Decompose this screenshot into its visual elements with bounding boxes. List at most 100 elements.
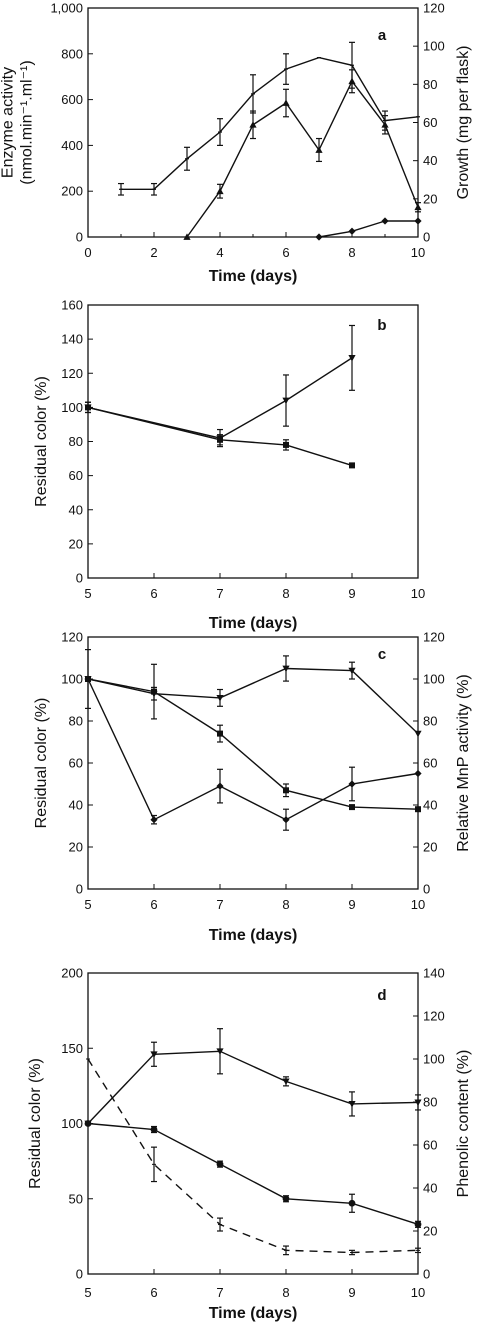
series-line bbox=[87, 1050, 419, 1124]
y2-tick-label: 100 bbox=[423, 1052, 445, 1067]
data-point bbox=[283, 787, 289, 794]
x-tick-label: 6 bbox=[150, 1285, 157, 1300]
y2-tick-label: 40 bbox=[423, 1181, 437, 1196]
y-axis-label: Residual color (%) bbox=[27, 1058, 44, 1189]
y2-tick-label: 0 bbox=[423, 882, 430, 897]
data-point bbox=[282, 816, 290, 824]
x-axis-label: Time (days) bbox=[209, 268, 298, 285]
y-tick-label: 60 bbox=[69, 756, 83, 771]
y2-tick-label: 120 bbox=[423, 1, 445, 16]
y2-axis-label: Relative MnP activity (%) bbox=[455, 674, 472, 852]
series-line bbox=[87, 678, 419, 821]
data-point bbox=[348, 77, 356, 85]
data-point bbox=[414, 203, 422, 211]
series-diamond bbox=[84, 675, 422, 831]
data-point bbox=[216, 187, 224, 195]
series-diamond bbox=[315, 217, 422, 241]
y2-tick-label: 100 bbox=[423, 672, 445, 687]
data-point bbox=[282, 665, 290, 673]
y2-tick-label: 0 bbox=[423, 1267, 430, 1282]
data-point bbox=[283, 441, 289, 448]
y2-tick-label: 20 bbox=[423, 840, 437, 855]
data-point bbox=[414, 730, 422, 738]
y-tick-label: 0 bbox=[76, 882, 83, 897]
series-circle bbox=[84, 1120, 422, 1228]
y2-tick-label: 60 bbox=[423, 1138, 437, 1153]
data-point bbox=[414, 217, 422, 225]
data-point bbox=[381, 217, 389, 225]
y2-tick-label: 20 bbox=[423, 191, 437, 206]
y-tick-label: 120 bbox=[61, 630, 83, 645]
panel-letter: d bbox=[377, 987, 386, 1004]
series-line bbox=[318, 220, 418, 238]
chart-panel-d: 5 6 7 8 9 10050100150200020406080100120140Tim… bbox=[27, 966, 472, 1323]
data-point bbox=[381, 121, 389, 128]
x-axis-label: Time (days) bbox=[209, 927, 298, 944]
data-point bbox=[183, 233, 191, 240]
x-tick-label: 2 bbox=[150, 245, 157, 260]
plot-frame bbox=[87, 636, 419, 890]
chart-panel-c: 5 6 7 8 9 10020406080100120020406080100120Tim… bbox=[33, 630, 472, 945]
y2-tick-label: 20 bbox=[423, 1224, 437, 1239]
series-triangle-down bbox=[84, 1028, 422, 1128]
x-tick-label: 5 bbox=[84, 586, 91, 601]
data-point bbox=[216, 782, 224, 790]
y-tick-label: 100 bbox=[61, 672, 83, 687]
data-point bbox=[282, 99, 290, 106]
series-line bbox=[87, 406, 353, 467]
x-tick-label: 9 bbox=[348, 897, 355, 912]
x-tick-label: 9 bbox=[348, 586, 355, 601]
y2-tick-label: 40 bbox=[423, 153, 437, 168]
data-point bbox=[348, 780, 356, 788]
data-point bbox=[348, 1199, 356, 1207]
y-tick-label: 200 bbox=[61, 184, 83, 199]
chart-panel-a: 0 2 4 6 8 1002004006008001,000020406080100120… bbox=[0, 1, 472, 286]
x-tick-label: 8 bbox=[282, 586, 289, 601]
data-point bbox=[348, 667, 356, 675]
x-axis-label: Time (days) bbox=[209, 615, 298, 632]
series-none bbox=[86, 1058, 421, 1256]
y-tick-label: 20 bbox=[69, 536, 83, 551]
y-axis-label: (nmol.min⁻¹.ml⁻¹) bbox=[19, 60, 36, 184]
data-point bbox=[84, 1120, 92, 1127]
y-tick-label: 150 bbox=[61, 1041, 83, 1056]
x-axis-label: Time (days) bbox=[209, 1305, 298, 1322]
y2-tick-label: 120 bbox=[423, 1009, 445, 1024]
y-axis-label: Enzyme activity bbox=[0, 67, 17, 178]
x-tick-label: 9 bbox=[348, 1285, 355, 1300]
x-tick-label: 8 bbox=[348, 245, 355, 260]
x-tick-label: 6 bbox=[282, 245, 289, 260]
y-axis-label: Residual color (%) bbox=[33, 376, 50, 507]
y-tick-label: 1,000 bbox=[50, 1, 83, 16]
y-tick-label: 40 bbox=[69, 502, 83, 517]
x-tick-label: 4 bbox=[216, 245, 223, 260]
y-tick-label: 120 bbox=[61, 366, 83, 381]
series-line bbox=[87, 357, 353, 439]
panel-letter: b bbox=[377, 317, 386, 334]
data-point bbox=[414, 1099, 422, 1107]
series-line bbox=[186, 79, 419, 238]
data-point bbox=[150, 1051, 158, 1058]
y-tick-label: 0 bbox=[76, 1267, 83, 1282]
y-tick-label: 0 bbox=[76, 571, 83, 586]
series-line bbox=[87, 1122, 419, 1225]
y-tick-label: 0 bbox=[76, 230, 83, 245]
y2-tick-label: 100 bbox=[423, 39, 445, 54]
series-triangle-down bbox=[84, 655, 422, 738]
data-point bbox=[315, 146, 323, 153]
series-square bbox=[85, 401, 355, 469]
plot-frame bbox=[87, 304, 419, 579]
x-tick-label: 5 bbox=[84, 897, 91, 912]
x-tick-label: 8 bbox=[282, 1285, 289, 1300]
y2-tick-label: 80 bbox=[423, 714, 437, 729]
series-line bbox=[87, 667, 419, 735]
data-point bbox=[282, 1195, 290, 1203]
y2-tick-label: 40 bbox=[423, 798, 437, 813]
x-tick-label: 7 bbox=[216, 897, 223, 912]
data-point bbox=[217, 730, 223, 737]
series-line bbox=[87, 1058, 419, 1254]
y-tick-label: 140 bbox=[61, 332, 83, 347]
y-tick-label: 100 bbox=[61, 400, 83, 415]
series-line bbox=[87, 678, 419, 810]
y-tick-label: 600 bbox=[61, 92, 83, 107]
